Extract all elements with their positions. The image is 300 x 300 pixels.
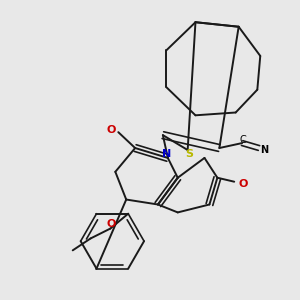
Text: N: N: [162, 149, 172, 159]
Text: O: O: [238, 179, 248, 189]
Text: C: C: [240, 135, 247, 145]
Text: S: S: [186, 149, 194, 159]
Text: O: O: [107, 125, 116, 135]
Text: O: O: [107, 219, 116, 229]
Text: N: N: [260, 145, 268, 155]
